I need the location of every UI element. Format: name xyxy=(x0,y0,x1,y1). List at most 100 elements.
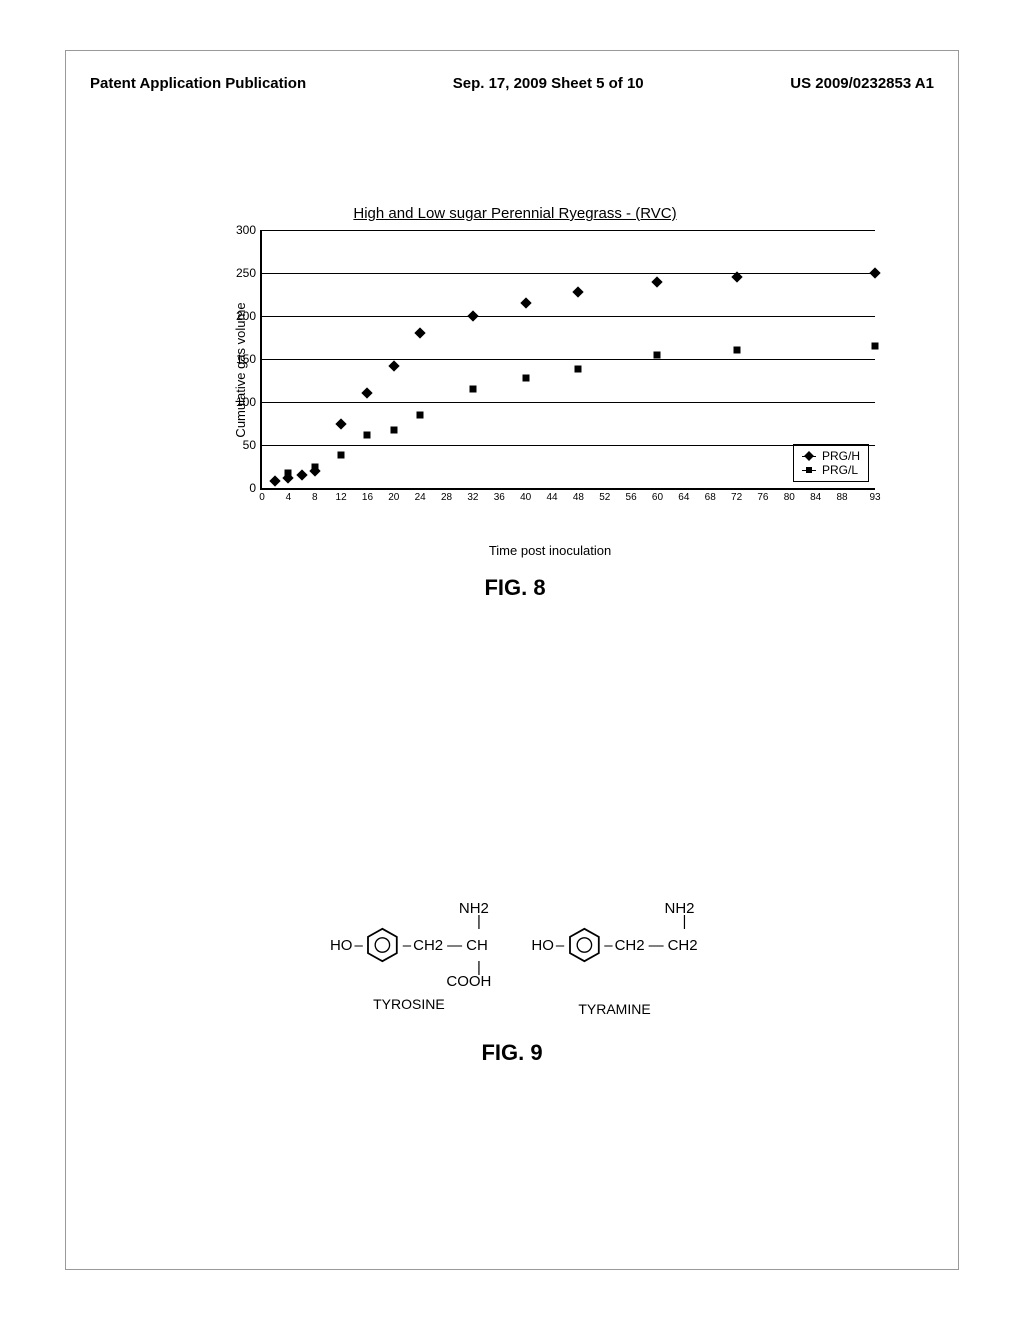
bond-line: – xyxy=(604,937,612,954)
data-point xyxy=(296,469,307,480)
chem-label: CH xyxy=(466,937,488,954)
bond-line: – xyxy=(354,937,362,954)
chem-label: NH2 xyxy=(661,900,697,917)
structure-row: HO – – CH2 — CH2 xyxy=(531,927,697,963)
spacer xyxy=(531,963,697,977)
data-point xyxy=(872,343,879,350)
gridline xyxy=(262,273,875,274)
x-tick-label: 88 xyxy=(836,492,847,503)
x-tick-label: 60 xyxy=(652,492,663,503)
benzene-ring-icon xyxy=(566,927,602,963)
bond-line: — xyxy=(649,937,664,954)
chem-label: CH2 xyxy=(668,937,698,954)
data-point xyxy=(520,297,531,308)
y-tick-label: 250 xyxy=(236,266,256,280)
x-tick-label: 4 xyxy=(286,492,292,503)
data-point xyxy=(469,386,476,393)
molecule-name: TYRAMINE xyxy=(531,1001,697,1017)
y-tick-label: 0 xyxy=(249,481,256,495)
data-point xyxy=(362,388,373,399)
structure-row: HO – – CH2 — CH xyxy=(326,927,491,963)
gridline xyxy=(262,402,875,403)
data-point xyxy=(285,469,292,476)
x-tick-label: 40 xyxy=(520,492,531,503)
x-tick-label: 36 xyxy=(494,492,505,503)
page-header: Patent Application Publication Sep. 17, … xyxy=(90,75,934,92)
data-point xyxy=(388,360,399,371)
x-tick-label: 20 xyxy=(388,492,399,503)
fig9-structures: NH2 | HO – – CH2 — CH | COOH TYROSINE NH… xyxy=(326,900,697,1017)
chart-legend: PRG/H PRG/L xyxy=(793,444,869,482)
chart-plot: PRG/H PRG/L 0501001502002503000481216202… xyxy=(260,230,875,490)
gridline xyxy=(262,359,875,360)
data-point xyxy=(417,411,424,418)
chem-label: HO xyxy=(531,937,554,954)
x-tick-label: 44 xyxy=(546,492,557,503)
chem-label: CH2 xyxy=(615,937,645,954)
data-point xyxy=(733,347,740,354)
bond-line: | xyxy=(671,917,697,927)
data-point xyxy=(415,328,426,339)
x-tick-label: 28 xyxy=(441,492,452,503)
fig9-caption: FIG. 9 xyxy=(481,1040,542,1066)
benzene-ring-icon xyxy=(365,927,401,963)
y-tick-label: 300 xyxy=(236,223,256,237)
gridline xyxy=(262,445,875,446)
bond-line: – xyxy=(556,937,564,954)
data-point xyxy=(311,463,318,470)
x-tick-label: 16 xyxy=(362,492,373,503)
x-tick-label: 72 xyxy=(731,492,742,503)
data-point xyxy=(390,426,397,433)
bond-line: | xyxy=(466,917,491,927)
x-tick-label: 32 xyxy=(467,492,478,503)
x-tick-label: 52 xyxy=(599,492,610,503)
legend-label: PRG/H xyxy=(822,449,860,463)
legend-label: PRG/L xyxy=(822,463,858,477)
gridline xyxy=(262,316,875,317)
square-icon xyxy=(802,470,816,471)
y-tick-label: 150 xyxy=(236,352,256,366)
bond-line: — xyxy=(447,937,462,954)
x-tick-label: 93 xyxy=(869,492,880,503)
spacer xyxy=(531,977,697,995)
y-tick-label: 100 xyxy=(236,395,256,409)
diamond-icon xyxy=(802,456,816,457)
header-center: Sep. 17, 2009 Sheet 5 of 10 xyxy=(453,75,644,92)
data-point xyxy=(573,286,584,297)
x-tick-label: 76 xyxy=(757,492,768,503)
header-right: US 2009/0232853 A1 xyxy=(790,75,934,92)
data-point xyxy=(467,310,478,321)
data-point xyxy=(270,475,281,486)
molecule-tyramine: NH2 | HO – – CH2 — CH2 TYRAMINE xyxy=(531,900,697,1017)
data-point xyxy=(654,351,661,358)
x-tick-label: 68 xyxy=(705,492,716,503)
x-tick-label: 80 xyxy=(784,492,795,503)
chart-area: Cumulative gas volume PRG/H PRG/L 050100… xyxy=(225,230,875,510)
chem-label: HO xyxy=(330,937,353,954)
chart-title: High and Low sugar Perennial Ryegrass - … xyxy=(155,205,875,222)
x-tick-label: 12 xyxy=(336,492,347,503)
x-tick-label: 84 xyxy=(810,492,821,503)
x-tick-label: 8 xyxy=(312,492,318,503)
data-point xyxy=(335,418,346,429)
header-left: Patent Application Publication xyxy=(90,75,306,92)
fig8-caption: FIG. 8 xyxy=(155,575,875,601)
legend-item: PRG/L xyxy=(802,463,860,477)
data-point xyxy=(522,374,529,381)
x-tick-label: 64 xyxy=(678,492,689,503)
legend-item: PRG/H xyxy=(802,449,860,463)
x-axis-label: Time post inoculation xyxy=(489,543,611,558)
y-tick-label: 50 xyxy=(243,438,256,452)
x-tick-label: 56 xyxy=(626,492,637,503)
data-point xyxy=(575,366,582,373)
x-tick-label: 48 xyxy=(573,492,584,503)
chem-label: NH2 xyxy=(456,900,491,917)
bond-line: | xyxy=(466,963,491,973)
gridline xyxy=(262,230,875,231)
data-point xyxy=(652,276,663,287)
fig8-chart: High and Low sugar Perennial Ryegrass - … xyxy=(155,205,875,601)
molecule-tyrosine: NH2 | HO – – CH2 — CH | COOH TYROSINE xyxy=(326,900,491,1017)
data-point xyxy=(364,431,371,438)
data-point xyxy=(338,452,345,459)
x-tick-label: 24 xyxy=(415,492,426,503)
